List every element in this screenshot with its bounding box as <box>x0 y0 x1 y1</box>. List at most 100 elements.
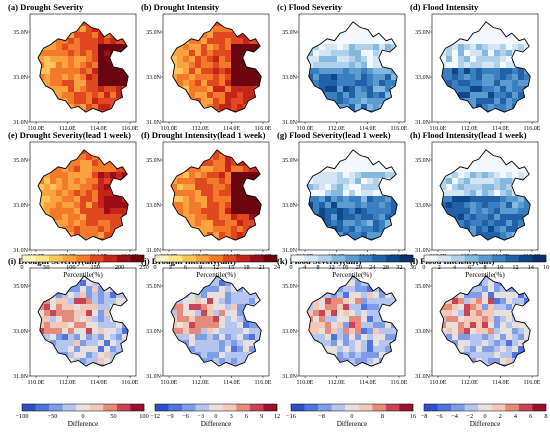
grid-cell <box>189 310 196 317</box>
grid-cell <box>219 62 226 69</box>
grid-cell <box>500 304 507 311</box>
grid-cell <box>86 62 93 69</box>
grid-cell <box>86 172 93 179</box>
grid-cell <box>343 352 350 359</box>
y-tick-label: 31.0N <box>146 248 162 254</box>
grid-cell <box>349 160 356 167</box>
grid-cell <box>74 98 81 105</box>
colorbar-label: 250 <box>139 264 148 271</box>
grid-cell <box>367 56 374 63</box>
grid-cell <box>98 50 105 57</box>
grid-cell <box>44 190 51 197</box>
grid-cell <box>512 196 519 203</box>
grid-cell <box>488 178 495 185</box>
grid-cell <box>331 62 338 69</box>
grid-cell <box>183 310 190 317</box>
grid-cell <box>80 50 87 57</box>
grid-cell <box>68 56 75 63</box>
grid-cell <box>74 292 81 299</box>
grid-cell <box>177 196 184 203</box>
grid-cell <box>74 322 81 329</box>
grid-cell <box>355 304 362 311</box>
grid-cell <box>92 340 99 347</box>
grid-cell <box>86 190 93 197</box>
grid-cell <box>313 196 320 203</box>
grid-cell <box>379 220 386 227</box>
grid-cell <box>116 38 123 45</box>
grid-cell <box>249 172 256 179</box>
grid-cell <box>307 202 314 209</box>
colorbar-label: 200 <box>115 264 124 271</box>
grid-cell <box>177 44 184 51</box>
grid-cell <box>207 160 214 167</box>
map-panel: (k) Flood Severity(diff)110.0E112.0E114.… <box>277 256 408 386</box>
grid-cell <box>313 184 320 191</box>
grid-cell <box>482 62 489 69</box>
grid-cell <box>518 196 525 203</box>
grid-cell <box>177 56 184 63</box>
province-outline <box>439 149 531 241</box>
grid-cell <box>500 316 507 323</box>
grid-cell <box>92 304 99 311</box>
grid-cell <box>86 226 93 233</box>
grid-cell <box>62 292 69 299</box>
grid-cell <box>373 172 380 179</box>
grid-cell <box>385 80 392 87</box>
grid-cell <box>104 184 111 191</box>
grid-cell <box>307 56 314 63</box>
colorbar-label: 36 <box>410 264 416 271</box>
colorbar-border <box>423 403 547 412</box>
grid-cell <box>488 352 495 359</box>
grid-cell <box>446 178 453 185</box>
colorbar-swatch <box>399 255 414 262</box>
grid-cell <box>331 190 338 197</box>
grid-cell <box>470 340 477 347</box>
y-tick-label: 31.0N <box>146 374 162 380</box>
grid-cell <box>255 172 262 179</box>
x-tick-label: 112.0E <box>59 380 76 386</box>
grid-cell <box>361 358 368 365</box>
grid-cell <box>231 166 238 173</box>
colorbar-swatch <box>345 255 359 262</box>
x-tick-label: 112.0E <box>328 380 345 386</box>
grid-cell <box>237 86 244 93</box>
grid-cell <box>325 304 332 311</box>
grid-cell <box>98 316 105 323</box>
grid-cell <box>343 202 350 209</box>
grid-cell <box>506 298 513 305</box>
grid-cell <box>92 202 99 209</box>
grid-cell <box>373 316 380 323</box>
grid-cell <box>86 26 93 33</box>
grid-cell <box>237 178 244 185</box>
grid-cell <box>500 286 507 293</box>
grid-cell <box>379 322 386 329</box>
grid-cell <box>243 196 250 203</box>
grid-cell <box>243 340 250 347</box>
grid-cell <box>80 328 87 335</box>
grid-cell <box>379 208 386 215</box>
grid-cell <box>337 178 344 185</box>
colorbar-label: 21 <box>259 264 265 271</box>
grid-cell <box>38 202 45 209</box>
grid-cell <box>213 21 220 27</box>
grid-cell <box>201 86 208 93</box>
grid-cell <box>482 32 489 39</box>
colorbar-label: 0 <box>289 264 292 271</box>
grid-cell <box>482 160 489 167</box>
grid-cell <box>494 80 501 87</box>
grid-cell <box>464 208 471 215</box>
grid-cell <box>74 80 81 87</box>
grid-cell <box>500 172 507 179</box>
colorbar-swatch <box>155 404 169 411</box>
grid-cell <box>207 208 214 215</box>
grid-cell <box>494 178 501 185</box>
y-tick-label: 35.0N <box>146 30 162 36</box>
grid-cell <box>488 80 495 87</box>
grid-cell <box>255 208 262 215</box>
grid-cell <box>201 340 208 347</box>
grid-cell <box>243 292 250 299</box>
grid-cell <box>446 80 453 87</box>
colorbar-label: 3 <box>169 264 172 271</box>
grid-cell <box>482 44 489 51</box>
grid-cell <box>92 184 99 191</box>
